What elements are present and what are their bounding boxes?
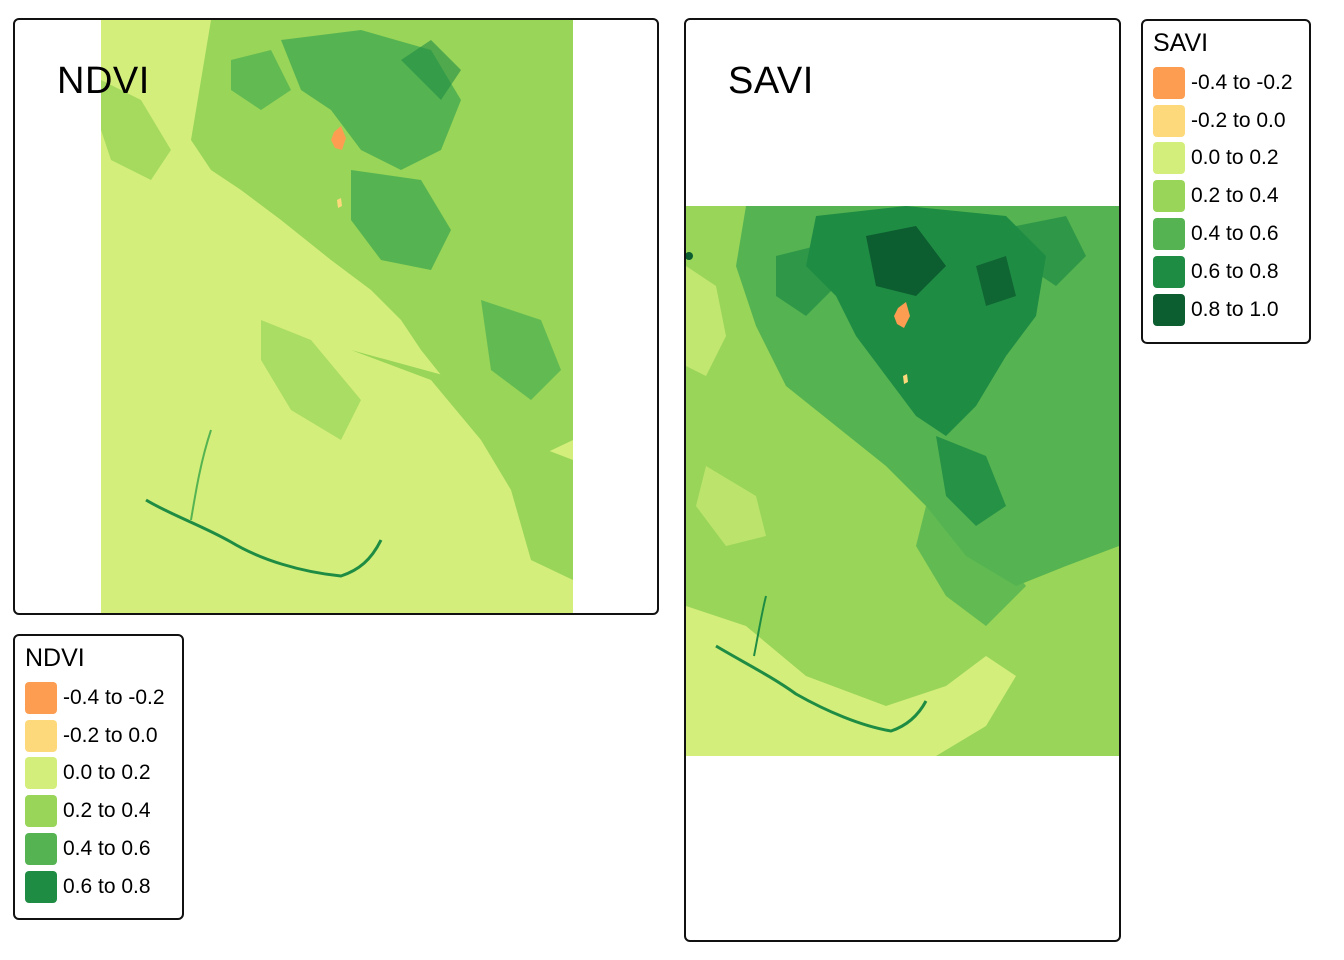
ndvi-legend-item: -0.4 to -0.2 bbox=[25, 679, 172, 717]
ndvi-legend-label: 0.2 to 0.4 bbox=[63, 799, 151, 823]
ndvi-legend-item: 0.2 to 0.4 bbox=[25, 792, 172, 830]
savi-legend-item: 0.8 to 1.0 bbox=[1153, 291, 1299, 329]
ndvi-legend-item: 0.4 to 0.6 bbox=[25, 830, 172, 868]
ndvi-legend-swatch bbox=[25, 681, 57, 714]
savi-legend-swatch bbox=[1153, 104, 1185, 137]
savi-legend-label: 0.8 to 1.0 bbox=[1191, 297, 1279, 321]
savi-legend-label: 0.4 to 0.6 bbox=[1191, 222, 1279, 246]
ndvi-legend-item: -0.2 to 0.0 bbox=[25, 717, 172, 755]
ndvi-legend-item: 0.0 to 0.2 bbox=[25, 755, 172, 793]
savi-raster bbox=[686, 206, 1119, 756]
savi-legend-title: SAVI bbox=[1153, 29, 1209, 57]
ndvi-legend-swatch bbox=[25, 870, 57, 903]
savi-legend-item: 0.0 to 0.2 bbox=[1153, 140, 1299, 178]
ndvi-legend-label: -0.4 to -0.2 bbox=[63, 685, 165, 709]
savi-legend: SAVI -0.4 to -0.2 -0.2 to 0.0 0.0 to 0.2 0.… bbox=[1141, 19, 1311, 344]
savi-legend-swatch bbox=[1153, 293, 1185, 326]
ndvi-legend-label: -0.2 to 0.0 bbox=[63, 723, 158, 747]
savi-legend-swatch bbox=[1153, 180, 1185, 213]
savi-legend-item: 0.4 to 0.6 bbox=[1153, 215, 1299, 253]
ndvi-legend-label: 0.0 to 0.2 bbox=[63, 761, 151, 785]
ndvi-raster bbox=[101, 20, 573, 613]
ndvi-map-title: NDVI bbox=[57, 60, 150, 102]
savi-legend-item: -0.4 to -0.2 bbox=[1153, 64, 1299, 102]
ndvi-legend-swatch bbox=[25, 719, 57, 752]
ndvi-legend-title: NDVI bbox=[25, 644, 85, 672]
savi-legend-label: 0.6 to 0.8 bbox=[1191, 259, 1279, 283]
savi-map-panel: SAVI bbox=[684, 18, 1121, 942]
ndvi-legend-swatch bbox=[25, 833, 57, 866]
savi-map-title: SAVI bbox=[728, 60, 814, 102]
savi-legend-swatch bbox=[1153, 142, 1185, 175]
savi-legend-label: 0.0 to 0.2 bbox=[1191, 146, 1279, 170]
savi-legend-item: -0.2 to 0.0 bbox=[1153, 102, 1299, 140]
savi-legend-swatch bbox=[1153, 218, 1185, 251]
savi-legend-swatch bbox=[1153, 66, 1185, 99]
savi-legend-item: 0.6 to 0.8 bbox=[1153, 253, 1299, 291]
ndvi-legend: NDVI -0.4 to -0.2 -0.2 to 0.0 0.0 to 0.2 0.… bbox=[13, 634, 184, 920]
ndvi-legend-swatch bbox=[25, 795, 57, 828]
savi-legend-swatch bbox=[1153, 255, 1185, 288]
savi-legend-item: 0.2 to 0.4 bbox=[1153, 177, 1299, 215]
ndvi-legend-label: 0.4 to 0.6 bbox=[63, 837, 151, 861]
ndvi-legend-item: 0.6 to 0.8 bbox=[25, 868, 172, 906]
savi-legend-label: -0.4 to -0.2 bbox=[1191, 70, 1293, 94]
savi-legend-label: 0.2 to 0.4 bbox=[1191, 184, 1279, 208]
savi-legend-label: -0.2 to 0.0 bbox=[1191, 108, 1286, 132]
ndvi-legend-swatch bbox=[25, 757, 57, 790]
ndvi-map-panel: NDVI bbox=[13, 18, 659, 615]
ndvi-legend-label: 0.6 to 0.8 bbox=[63, 874, 151, 898]
